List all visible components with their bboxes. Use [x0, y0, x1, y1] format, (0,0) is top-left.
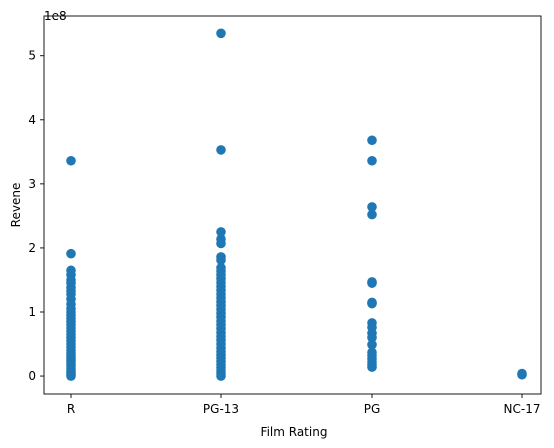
- data-point: [367, 210, 377, 220]
- data-point: [216, 145, 226, 155]
- x-tick-label: R: [67, 402, 75, 416]
- data-point: [66, 249, 76, 259]
- y-tick-label: 5: [28, 49, 36, 63]
- y-tick-label: 1: [28, 305, 36, 319]
- data-point: [517, 370, 527, 380]
- data-point: [66, 371, 76, 381]
- data-point: [367, 362, 377, 372]
- y-axis-label: Revene: [9, 183, 23, 228]
- data-point: [367, 299, 377, 309]
- data-point: [216, 239, 226, 249]
- data-point: [216, 29, 226, 39]
- x-tick-label: PG: [364, 402, 381, 416]
- data-point: [216, 371, 226, 381]
- data-point: [367, 135, 377, 145]
- x-axis-label: Film Rating: [261, 425, 328, 439]
- x-tick-label: NC-17: [504, 402, 541, 416]
- y-tick-label: 3: [28, 177, 36, 191]
- data-point: [367, 156, 377, 166]
- y-tick-label: 0: [28, 369, 36, 383]
- y-tick-label: 2: [28, 241, 36, 255]
- y-tick-label: 4: [28, 113, 36, 127]
- data-point: [367, 278, 377, 288]
- data-point: [66, 156, 76, 166]
- y-offset-label: 1e8: [44, 9, 67, 23]
- x-tick-label: PG-13: [203, 402, 239, 416]
